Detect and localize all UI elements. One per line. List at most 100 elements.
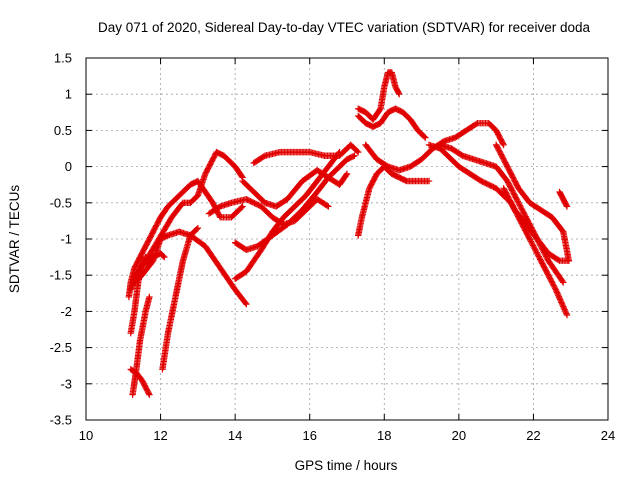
data-point-marker — [354, 148, 362, 156]
y-tick-label: 0 — [65, 159, 72, 174]
data-point-marker — [541, 265, 549, 273]
data-point-marker — [238, 204, 245, 211]
data-point-marker — [536, 256, 544, 263]
data-point-marker — [563, 202, 570, 209]
data-point-marker — [542, 267, 550, 274]
data-point-marker — [146, 391, 153, 398]
y-tick-label: 1.5 — [54, 51, 72, 66]
data-point-marker — [532, 247, 540, 255]
data-point-marker — [560, 304, 568, 312]
y-tick-label: -3.5 — [50, 413, 72, 428]
data-point-marker — [343, 170, 351, 178]
data-point-marker — [534, 252, 542, 259]
x-tick-label: 22 — [526, 428, 540, 443]
axis-ticks: 10 12 14 16 18 20 22 24 -3.5 -3 -2.5 -2 -1.5 -1 -0.5 0 0… — [50, 51, 616, 444]
data-point-marker — [544, 271, 552, 278]
data-point-marker — [396, 91, 403, 98]
data-point-marker — [514, 198, 522, 205]
series-track-3 — [131, 228, 250, 308]
data-point-marker — [521, 212, 529, 219]
data-point-marker — [548, 278, 555, 285]
data-point-marker — [242, 299, 249, 307]
data-point-marker — [561, 307, 569, 314]
data-point-marker — [522, 213, 529, 220]
y-tick-label: 0.5 — [54, 123, 72, 138]
data-point-marker — [565, 257, 573, 264]
x-tick-label: 14 — [228, 428, 242, 443]
data-point-marker — [562, 309, 569, 316]
data-point-marker — [145, 390, 152, 397]
y-tick-label: -2 — [60, 304, 72, 319]
data-point-marker — [563, 203, 571, 210]
data-point-marker — [516, 202, 524, 209]
data-point-marker — [520, 210, 528, 218]
data-point-marker — [160, 252, 167, 260]
y-tick-label: -0.5 — [50, 195, 72, 210]
data-point-marker — [142, 253, 149, 261]
data-point-marker — [559, 277, 566, 285]
data-point-marker — [323, 202, 331, 209]
data-point-marker — [239, 203, 246, 210]
data-point-marker — [540, 263, 547, 270]
data-point-marker — [544, 269, 551, 277]
series-track-12 — [239, 167, 351, 210]
data-point-marker — [555, 292, 562, 299]
data-point-marker — [536, 254, 543, 262]
data-point-marker — [146, 293, 153, 301]
data-point-marker — [518, 205, 525, 212]
data-point-marker — [161, 253, 168, 261]
data-point-marker — [534, 250, 541, 258]
y-axis-label: SDTVAR / TECUs — [7, 185, 22, 294]
data-point-marker — [545, 272, 552, 280]
data-point-marker — [556, 296, 564, 303]
data-point-marker — [543, 268, 550, 275]
data-point-marker — [524, 232, 532, 240]
data-point-marker — [519, 207, 526, 215]
data-point-marker — [551, 285, 559, 292]
data-point-marker — [530, 243, 537, 251]
series-track-5 — [127, 253, 149, 337]
y-tick-label: -1 — [60, 232, 72, 247]
y-tick-label: -2.5 — [50, 340, 72, 355]
data-point-marker — [260, 153, 267, 160]
data-point-marker — [353, 147, 361, 155]
data-point-marker — [523, 229, 530, 237]
data-point-marker — [376, 106, 383, 114]
series-track-7 — [159, 224, 202, 373]
data-point-marker — [515, 199, 522, 206]
data-point-marker — [402, 177, 409, 184]
data-point-marker — [558, 299, 565, 306]
data-point-marker — [538, 258, 545, 266]
data-point-marker — [556, 294, 563, 302]
data-point-marker — [560, 303, 567, 310]
data-point-marker — [527, 236, 534, 244]
data-point-marker — [543, 254, 551, 262]
x-tick-label: 10 — [79, 428, 93, 443]
data-point-marker — [524, 231, 531, 238]
data-point-marker — [554, 290, 561, 298]
x-tick-label: 18 — [377, 428, 391, 443]
data-point-marker — [539, 261, 547, 269]
data-point-marker — [243, 300, 250, 308]
data-point-marker — [531, 245, 538, 252]
x-axis-label: GPS time / hours — [295, 458, 398, 473]
data-point-marker — [395, 89, 402, 97]
series-track-15 — [354, 105, 429, 141]
data-point-marker — [555, 256, 562, 264]
data-point-marker — [563, 311, 571, 319]
data-point-marker — [529, 240, 536, 248]
data-point-marker — [421, 133, 428, 140]
data-point-marker — [560, 279, 567, 286]
series-track-1 — [125, 177, 246, 301]
data-point-marker — [517, 203, 524, 211]
data-point-marker — [549, 280, 557, 288]
x-tick-label: 16 — [302, 428, 316, 443]
data-point-marker — [526, 235, 533, 242]
series-track-20 — [492, 141, 573, 264]
data-point-marker — [553, 289, 561, 296]
data-point-marker — [422, 134, 429, 141]
data-point-marker — [552, 286, 559, 293]
series-track-22 — [556, 188, 571, 210]
series-track-21 — [500, 185, 573, 264]
